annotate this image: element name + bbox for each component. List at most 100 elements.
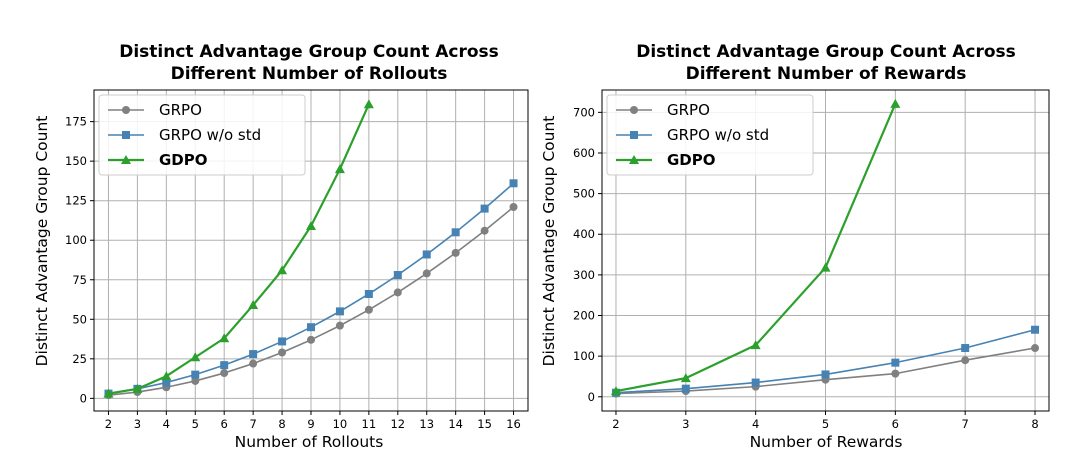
data-point xyxy=(680,373,691,383)
y-tick-label: 600 xyxy=(573,146,595,160)
plot-frame xyxy=(601,89,1050,412)
data-point xyxy=(961,356,970,365)
y-tick-label: 500 xyxy=(573,187,595,201)
data-point xyxy=(191,370,200,379)
data-point xyxy=(961,344,970,353)
y-tick-label: 50 xyxy=(72,312,87,326)
y-tick-label: 125 xyxy=(65,194,87,208)
series-gdpo xyxy=(610,98,901,396)
chart-title-line-2: Different Number of Rewards xyxy=(686,64,967,84)
x-tick-label: 16 xyxy=(506,417,521,431)
legend-box xyxy=(606,94,814,176)
legend-marker xyxy=(122,106,130,114)
data-point xyxy=(393,271,402,280)
x-tick-label: 11 xyxy=(362,417,377,431)
chart-rewards: Distinct Advantage Group Count Across Di… xyxy=(540,42,1050,451)
data-point xyxy=(891,358,900,367)
data-point xyxy=(821,370,830,379)
data-point xyxy=(451,248,460,257)
legend-item: GRPO w/o std xyxy=(616,126,769,144)
data-point xyxy=(278,348,287,357)
legend-item: GRPO xyxy=(108,101,202,119)
y-axis-label: Distinct Advantage Group Count xyxy=(33,116,51,367)
data-point xyxy=(132,383,143,393)
x-tick-label: 3 xyxy=(134,417,141,431)
data-point xyxy=(307,323,315,332)
y-tick-label: 400 xyxy=(573,227,595,241)
y-tick-label: 0 xyxy=(80,391,87,405)
data-point xyxy=(103,388,114,398)
x-tick-label: 3 xyxy=(682,417,689,431)
y-tick-label: 700 xyxy=(573,105,595,119)
legend-box xyxy=(98,94,306,176)
data-point xyxy=(162,378,171,387)
data-point xyxy=(363,99,374,109)
data-point xyxy=(334,164,345,174)
x-axis-label: Number of Rollouts xyxy=(235,433,384,451)
chart-title-line-1: Distinct Advantage Group Count Across xyxy=(636,42,1016,62)
data-point xyxy=(220,369,229,378)
legend-marker xyxy=(630,131,638,139)
data-point xyxy=(220,361,229,370)
legend-item: GRPO xyxy=(616,101,710,119)
y-tick-label: 200 xyxy=(573,309,595,323)
data-point xyxy=(681,384,690,393)
x-tick-label: 13 xyxy=(419,417,434,431)
y-tick-label: 175 xyxy=(65,115,87,129)
data-point xyxy=(190,352,201,362)
data-point xyxy=(890,98,901,108)
data-point xyxy=(393,288,402,297)
y-tick-label: 75 xyxy=(72,273,87,287)
x-tick-label: 8 xyxy=(1031,417,1038,431)
legend-marker xyxy=(630,106,638,114)
data-point xyxy=(335,307,344,316)
plot-frame xyxy=(93,89,529,412)
data-point xyxy=(306,220,316,230)
data-point xyxy=(335,321,344,330)
legend-label: GRPO w/o std xyxy=(667,126,769,144)
data-point xyxy=(422,250,431,259)
data-point xyxy=(1031,325,1040,334)
data-point xyxy=(1031,344,1040,353)
legend-label: GRPO xyxy=(667,101,710,119)
legend-item: GDPO xyxy=(108,151,208,169)
data-point xyxy=(248,300,259,310)
x-tick-label: 5 xyxy=(822,417,829,431)
x-tick-label: 4 xyxy=(752,417,759,431)
x-tick-label: 8 xyxy=(278,417,285,431)
x-tick-label: 10 xyxy=(333,417,348,431)
data-point xyxy=(480,226,489,235)
chart-title-line-1: Distinct Advantage Group Count Across xyxy=(119,42,499,62)
legend-label: GRPO w/o std xyxy=(159,126,261,144)
legend: GRPO GRPO w/o std GDPO xyxy=(98,94,306,176)
data-point xyxy=(364,289,373,298)
y-tick-label: 100 xyxy=(65,233,87,247)
y-tick-label: 300 xyxy=(573,268,595,282)
data-point xyxy=(249,350,258,359)
legend-item: GRPO w/o std xyxy=(108,126,261,144)
data-point xyxy=(161,371,172,381)
data-point xyxy=(307,335,315,344)
series-gdpo xyxy=(103,99,374,398)
legend-label: GDPO xyxy=(667,151,716,169)
data-point xyxy=(364,305,373,314)
x-tick-label: 7 xyxy=(962,417,969,431)
x-tick-label: 5 xyxy=(192,417,199,431)
y-tick-label: 25 xyxy=(72,352,87,366)
x-tick-label: 12 xyxy=(390,417,405,431)
legend-item: GDPO xyxy=(616,151,716,169)
x-tick-label: 2 xyxy=(612,417,619,431)
x-tick-label: 4 xyxy=(163,417,170,431)
x-tick-label: 7 xyxy=(249,417,256,431)
x-axis-label: Number of Rewards xyxy=(750,433,903,451)
chart-title-line-2: Different Number of Rollouts xyxy=(171,64,448,84)
x-tick-label: 14 xyxy=(448,417,463,431)
chart-rollouts: Distinct Advantage Group Count Across Di… xyxy=(33,42,529,451)
legend-label: GDPO xyxy=(159,151,208,169)
data-point xyxy=(249,359,258,368)
data-point xyxy=(509,179,518,188)
data-point xyxy=(451,228,460,237)
data-point xyxy=(509,203,518,212)
data-point xyxy=(750,340,761,350)
